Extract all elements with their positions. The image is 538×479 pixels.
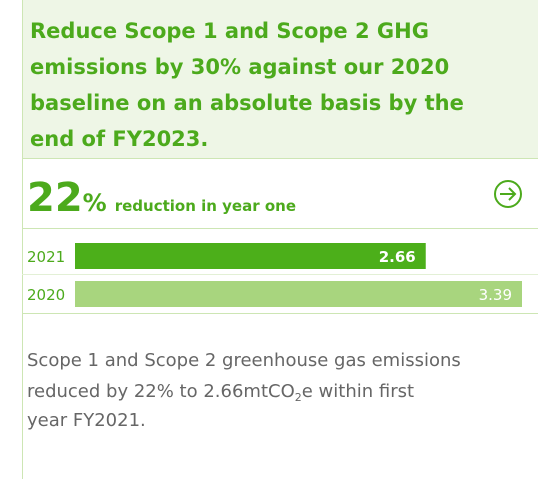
- description-part: reduced by 22% to 2.66mtCO: [27, 381, 295, 402]
- category-label: 2021: [27, 248, 65, 266]
- value-label: 3.39: [479, 286, 512, 304]
- headline-line: emissions by 30% against our 2020: [30, 55, 449, 79]
- stat-number: 22% reduction in year one: [27, 175, 296, 221]
- description-part: e within first: [302, 381, 414, 402]
- arrow-circle[interactable]: [494, 180, 522, 208]
- headline-line: end of FY2023.: [30, 127, 208, 151]
- headline: Reduce Scope 1 and Scope 2 GHG emissions…: [30, 19, 464, 151]
- arrow-icon[interactable]: [500, 187, 517, 201]
- value-label: 2.66: [379, 248, 416, 266]
- description-subscript: 2: [295, 391, 302, 404]
- bar: [75, 243, 426, 269]
- stat-number: 22: [27, 175, 83, 221]
- header-bg: [22, 0, 538, 158]
- stat-label: reduction in year one: [115, 197, 296, 215]
- description: year FY2021.: [27, 410, 146, 431]
- headline-line: Reduce Scope 1 and Scope 2 GHG: [30, 19, 429, 43]
- headline-line: baseline on an absolute basis by the: [30, 91, 464, 115]
- category-label: 2020: [27, 286, 65, 304]
- bar: [75, 281, 522, 307]
- stat-unit: %: [83, 189, 107, 217]
- arrow-button[interactable]: [494, 180, 522, 208]
- description: reduced by 22% to 2.66mtCO2e within firs…: [27, 381, 414, 404]
- description: Scope 1 and Scope 2 greenhouse gas emiss…: [27, 350, 461, 371]
